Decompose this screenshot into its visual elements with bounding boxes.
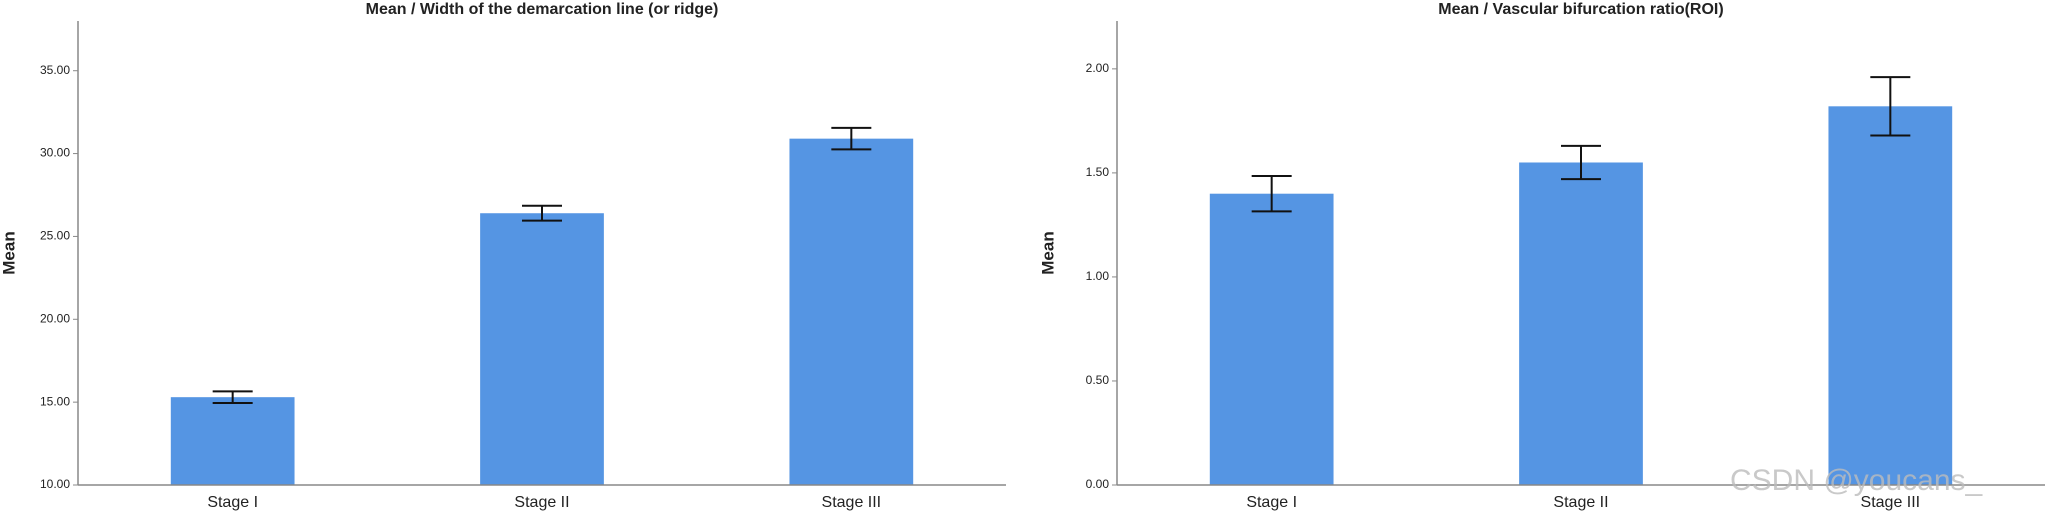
x-tick-label: Stage I — [1246, 494, 1297, 511]
error-bar — [831, 126, 872, 151]
bar — [480, 213, 604, 485]
y-tick-label: 0.50 — [1086, 373, 1110, 387]
x-tick-label: Stage I — [207, 494, 258, 511]
chart-title: Mean / Width of the demarcation line (or… — [366, 1, 719, 18]
x-tick-label: Stage III — [1861, 494, 1921, 511]
chart-title: Mean / Vascular bifurcation ratio(ROI) — [1438, 1, 1723, 18]
y-tick-label: 0.00 — [1086, 477, 1110, 491]
error-bar — [212, 390, 253, 404]
y-tick-label: 30.00 — [40, 146, 70, 160]
watermark: CSDN @youcans_ — [1730, 464, 1984, 497]
y-tick-label: 1.00 — [1086, 269, 1110, 283]
error-bar — [522, 204, 562, 222]
error-bar — [1870, 76, 1911, 137]
bar — [1209, 193, 1334, 485]
y-axis-label: Mean — [0, 231, 18, 274]
y-tick-label: 10.00 — [40, 477, 70, 491]
x-tick-label: Stage II — [514, 494, 569, 511]
y-tick-label: 15.00 — [40, 394, 70, 408]
x-tick-label: Stage III — [822, 494, 882, 511]
y-tick-label: 1.50 — [1086, 165, 1110, 179]
bar — [1828, 106, 1953, 485]
y-tick-label: 20.00 — [40, 311, 70, 325]
error-bar — [1561, 144, 1601, 181]
error-bar — [1251, 175, 1292, 213]
bar — [789, 138, 914, 485]
y-axis-label: Mean — [1038, 231, 1057, 274]
y-tick-label: 2.00 — [1086, 61, 1110, 75]
bar — [170, 397, 295, 485]
y-tick-label: 25.00 — [40, 229, 70, 243]
bar — [1519, 162, 1643, 486]
x-tick-label: Stage II — [1553, 494, 1608, 511]
y-tick-label: 35.00 — [40, 63, 70, 77]
